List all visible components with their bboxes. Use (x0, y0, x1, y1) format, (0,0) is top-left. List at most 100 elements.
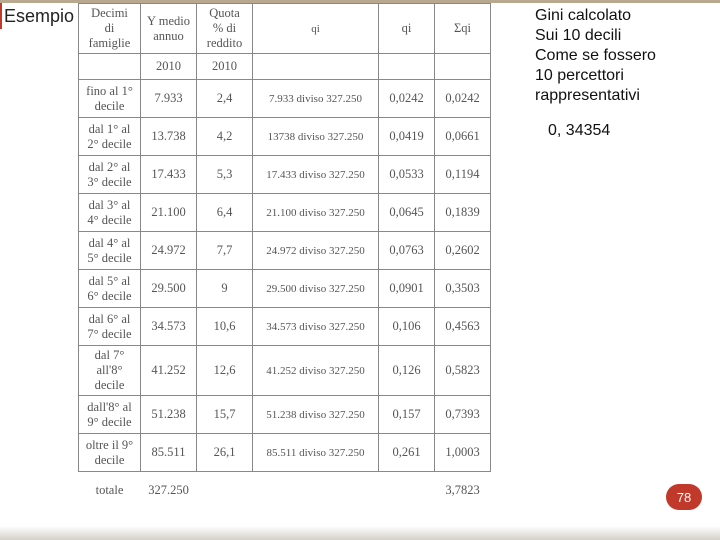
cell-c5: 0,5823 (435, 346, 491, 396)
table-total-row: totale327.250 3,7823 (79, 472, 491, 510)
cell-c1: 29.500 (141, 270, 197, 308)
table-row: oltre il 9° decile85.51126,185.511 divis… (79, 434, 491, 472)
cell-c4: 0,126 (379, 346, 435, 396)
cell-c4: 0,0533 (379, 156, 435, 194)
cell-c4: 0,0901 (379, 270, 435, 308)
cell-c5: 0,0661 (435, 118, 491, 156)
cell-c0: dal 1° al 2° decile (79, 118, 141, 156)
cell-c2: 26,1 (197, 434, 253, 472)
cell-c5: 0,3503 (435, 270, 491, 308)
cell-c1: 13.738 (141, 118, 197, 156)
side-note-l2: Sui 10 decili (535, 27, 621, 44)
cell-c1: 17.433 (141, 156, 197, 194)
cell-c4: 0,0419 (379, 118, 435, 156)
cell-c1: 7.933 (141, 80, 197, 118)
cell-c1: 21.100 (141, 194, 197, 232)
page-number: 78 (677, 490, 691, 505)
cell-c2: 7,7 (197, 232, 253, 270)
th-qi: qi (379, 4, 435, 54)
th-sigma-qi: Σqi (435, 4, 491, 54)
cell-c0: dall'8° al 9° decile (79, 396, 141, 434)
cell-c3: 21.100 diviso 327.250 (253, 194, 379, 232)
th-quota: Quota % di reddito (197, 4, 253, 54)
table-row: dal 7° all'8° decile41.25212,641.252 div… (79, 346, 491, 396)
cell-c1: 51.238 (141, 396, 197, 434)
table-header-row: Decimi di famiglie Y medio annuo Quota %… (79, 4, 491, 54)
total-cell-c0: totale (79, 472, 141, 510)
cell-c4: 0,261 (379, 434, 435, 472)
cell-c0: dal 4° al 5° decile (79, 232, 141, 270)
cell-c1: 85.511 (141, 434, 197, 472)
cell-c2: 4,2 (197, 118, 253, 156)
cell-c1: 24.972 (141, 232, 197, 270)
cell-c5: 0,2602 (435, 232, 491, 270)
subhead-year2: 2010 (197, 54, 253, 80)
table-row: dal 2° al 3° decile17.4335,317.433 divis… (79, 156, 491, 194)
cell-c3: 29.500 diviso 327.250 (253, 270, 379, 308)
total-cell-c5: 3,7823 (435, 472, 491, 510)
cell-c2: 15,7 (197, 396, 253, 434)
table-row: dal 6° al 7° decile34.57310,634.573 divi… (79, 308, 491, 346)
cell-c5: 0,1839 (435, 194, 491, 232)
gini-value: 0, 34354 (548, 122, 610, 140)
side-note-l5: rappresentativi (535, 87, 640, 104)
subhead-blank (379, 54, 435, 80)
cell-c0: dal 5° al 6° decile (79, 270, 141, 308)
cell-c3: 17.433 diviso 327.250 (253, 156, 379, 194)
cell-c4: 0,0645 (379, 194, 435, 232)
table-row: dal 3° al 4° decile21.1006,421.100 divis… (79, 194, 491, 232)
cell-c3: 13738 diviso 327.250 (253, 118, 379, 156)
cell-c5: 1,0003 (435, 434, 491, 472)
cell-c1: 41.252 (141, 346, 197, 396)
total-cell-c3 (253, 472, 379, 510)
th-qi-calc: qi (253, 4, 379, 54)
cell-c2: 5,3 (197, 156, 253, 194)
cell-c5: 0,0242 (435, 80, 491, 118)
cell-c0: fino al 1° decile (79, 80, 141, 118)
subhead-year1: 2010 (141, 54, 197, 80)
side-note-l1: Gini calcolato (535, 7, 631, 24)
cell-c4: 0,157 (379, 396, 435, 434)
table-row: dal 1° al 2° decile13.7384,213738 diviso… (79, 118, 491, 156)
side-note-l3: Come se fossero (535, 47, 656, 64)
cell-c5: 0,7393 (435, 396, 491, 434)
cell-c1: 34.573 (141, 308, 197, 346)
cell-c5: 0,1194 (435, 156, 491, 194)
table-body: fino al 1° decile7.9332,47.933 diviso 32… (79, 80, 491, 510)
cell-c3: 7.933 diviso 327.250 (253, 80, 379, 118)
table-row: dall'8° al 9° decile51.23815,751.238 div… (79, 396, 491, 434)
cell-c0: oltre il 9° decile (79, 434, 141, 472)
cell-c4: 0,0763 (379, 232, 435, 270)
table-subhead-row: 2010 2010 (79, 54, 491, 80)
cell-c0: dal 2° al 3° decile (79, 156, 141, 194)
subhead-blank (79, 54, 141, 80)
cell-c3: 51.238 diviso 327.250 (253, 396, 379, 434)
cell-c0: dal 3° al 4° decile (79, 194, 141, 232)
side-note-l4: 10 percettori (535, 67, 624, 84)
cell-c2: 6,4 (197, 194, 253, 232)
cell-c4: 0,0242 (379, 80, 435, 118)
table-row: fino al 1° decile7.9332,47.933 diviso 32… (79, 80, 491, 118)
subhead-blank (435, 54, 491, 80)
bottom-shadow (0, 526, 720, 540)
cell-c3: 34.573 diviso 327.250 (253, 308, 379, 346)
accent-bar (0, 3, 2, 29)
deciles-table: Decimi di famiglie Y medio annuo Quota %… (78, 3, 491, 510)
cell-c2: 10,6 (197, 308, 253, 346)
cell-c4: 0,106 (379, 308, 435, 346)
cell-c3: 24.972 diviso 327.250 (253, 232, 379, 270)
cell-c2: 9 (197, 270, 253, 308)
slide-title: Esempio (4, 6, 74, 27)
cell-c2: 12,6 (197, 346, 253, 396)
th-ymedio: Y medio annuo (141, 4, 197, 54)
cell-c5: 0,4563 (435, 308, 491, 346)
cell-c0: dal 6° al 7° decile (79, 308, 141, 346)
page-number-badge: 78 (666, 484, 702, 510)
table-row: dal 5° al 6° decile29.500929.500 diviso … (79, 270, 491, 308)
th-decimi: Decimi di famiglie (79, 4, 141, 54)
cell-c0: dal 7° all'8° decile (79, 346, 141, 396)
table-row: dal 4° al 5° decile24.9727,724.972 divis… (79, 232, 491, 270)
total-cell-c2 (197, 472, 253, 510)
total-cell-c1: 327.250 (141, 472, 197, 510)
cell-c3: 85.511 diviso 327.250 (253, 434, 379, 472)
